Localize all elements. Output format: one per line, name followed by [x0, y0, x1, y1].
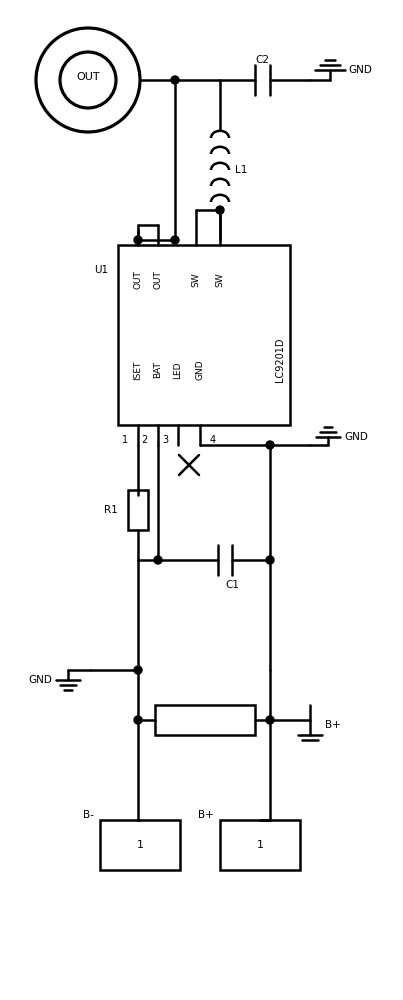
Text: L1: L1: [235, 165, 247, 175]
Text: SW: SW: [191, 273, 201, 287]
Circle shape: [60, 52, 116, 108]
Text: OUT: OUT: [154, 271, 162, 289]
Circle shape: [134, 236, 142, 244]
FancyBboxPatch shape: [128, 490, 148, 530]
Text: 1: 1: [137, 840, 143, 850]
Circle shape: [266, 441, 274, 449]
Text: GND: GND: [344, 432, 368, 442]
Text: 3: 3: [162, 435, 168, 445]
Circle shape: [154, 556, 162, 564]
FancyBboxPatch shape: [220, 820, 300, 870]
FancyBboxPatch shape: [118, 245, 290, 425]
Text: 1: 1: [122, 435, 128, 445]
Text: GND: GND: [195, 360, 204, 380]
Text: B-: B-: [83, 810, 94, 820]
Circle shape: [266, 556, 274, 564]
Text: GND: GND: [28, 675, 52, 685]
Text: LED: LED: [174, 361, 183, 379]
Text: OUT: OUT: [133, 271, 143, 289]
Circle shape: [171, 76, 179, 84]
Text: OUT: OUT: [76, 72, 100, 82]
FancyBboxPatch shape: [100, 820, 180, 870]
Text: C1: C1: [225, 580, 239, 590]
Text: BAT: BAT: [154, 362, 162, 378]
Text: 1: 1: [256, 840, 264, 850]
Text: SW: SW: [216, 273, 224, 287]
Circle shape: [266, 716, 274, 724]
Text: GND: GND: [348, 65, 372, 75]
Circle shape: [134, 666, 142, 674]
Text: LC9201D: LC9201D: [275, 338, 285, 382]
Circle shape: [134, 716, 142, 724]
Text: C2: C2: [255, 55, 269, 65]
Text: B+: B+: [325, 720, 341, 730]
Circle shape: [216, 206, 224, 214]
Text: 4: 4: [210, 435, 216, 445]
Text: U1: U1: [94, 265, 108, 275]
Text: R1: R1: [104, 505, 118, 515]
Circle shape: [171, 236, 179, 244]
Text: ISET: ISET: [133, 360, 143, 380]
Text: B+: B+: [198, 810, 214, 820]
FancyBboxPatch shape: [155, 705, 255, 735]
Text: 2: 2: [142, 435, 148, 445]
